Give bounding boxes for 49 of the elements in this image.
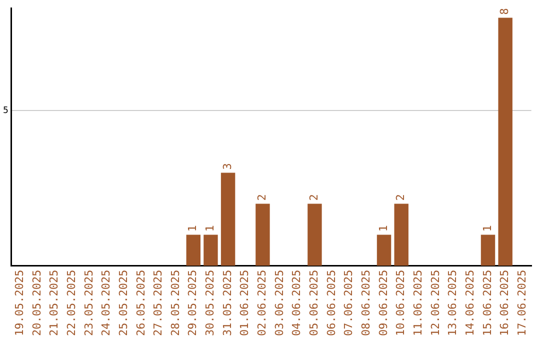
x-tick-label: 29.05.2025 [186,270,200,336]
x-tick-label: 21.05.2025 [48,270,61,336]
x-tick-label: 17.06.2025 [516,270,529,336]
x-tick-label: 02.06.2025 [256,270,269,336]
x-tick-label: 19.05.2025 [12,270,26,336]
x-tick-label: 23.05.2025 [82,270,96,336]
x-tick-label: 06.06.2025 [324,270,338,336]
x-tick-label: 08.06.2025 [360,270,373,336]
x-tick-label: 12.06.2025 [428,270,442,336]
x-tick-label: 25.05.2025 [116,270,130,336]
data-label: 1 [376,225,390,232]
data-label: 1 [204,225,217,232]
data-label: 1 [480,225,494,232]
data-label: 2 [256,194,269,201]
x-tick-label: 13.06.2025 [446,270,460,336]
bar [256,204,270,266]
x-tick-label: 30.05.2025 [204,270,217,336]
x-tick-label: 04.06.2025 [290,270,304,336]
bar [308,204,322,266]
x-tick-label: 28.05.2025 [168,270,182,336]
x-tick-label: 24.05.2025 [100,270,113,336]
x-tick-label: 01.06.2025 [238,270,252,336]
x-tick-label: 07.06.2025 [342,270,356,336]
bar [394,204,408,266]
bar [220,172,236,266]
bar [480,234,496,266]
data-label: 2 [394,194,408,201]
bar [204,234,218,266]
data-label: 1 [186,225,200,232]
x-tick-label: 16.06.2025 [498,270,512,336]
x-tick-label: 09.06.2025 [376,270,390,336]
bar [498,18,512,266]
y-tick-label: 5 [2,106,8,116]
x-tick-label: 27.05.2025 [152,270,165,336]
x-tick-label: 20.05.2025 [30,270,44,336]
data-label: 8 [498,8,512,15]
x-tick-label: 15.06.2025 [480,270,494,336]
x-tick-label: 31.05.2025 [220,270,234,336]
x-tick-label: 26.05.2025 [134,270,148,336]
x-tick-label: 14.06.2025 [464,270,477,336]
x-tick-label: 10.06.2025 [394,270,408,336]
bar [186,234,200,266]
x-tick-label: 05.06.2025 [308,270,321,336]
x-tick-label: 11.06.2025 [412,270,425,336]
x-tick-label: 03.06.2025 [272,270,286,336]
x-tick-label: 22.05.2025 [64,270,78,336]
data-label: 3 [220,163,234,170]
data-label: 2 [308,194,321,201]
bar [376,234,392,266]
